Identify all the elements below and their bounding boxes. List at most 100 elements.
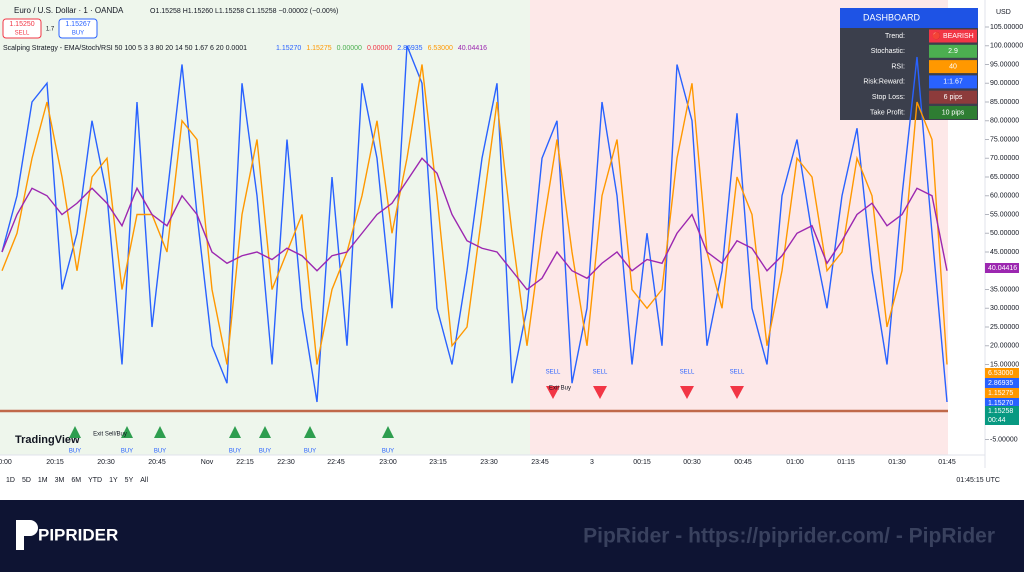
price-tag [985, 415, 1019, 425]
price-tag [985, 388, 1019, 398]
price-tag-text: 1.15270 [988, 400, 1013, 407]
range-button[interactable]: YTD [88, 477, 102, 484]
indicator-value: 2.86935 [397, 45, 422, 52]
x-label: 23:00 [379, 459, 397, 466]
y-tick-label: 105.00000 [990, 24, 1023, 31]
symbol: Euro / U.S. Dollar · 1 · OANDA [14, 6, 124, 15]
y-tick-label: 15.00000 [990, 361, 1019, 368]
y-tick-label: 55.00000 [990, 211, 1019, 218]
buy-triangle [154, 426, 166, 438]
buy-label: BUY [121, 449, 133, 455]
exit-label: Exit Buy [549, 386, 571, 392]
range-button[interactable]: 5Y [125, 477, 134, 484]
y-tick-label: 70.00000 [990, 155, 1019, 162]
dash-label: Take Profit: [870, 109, 905, 116]
dash-cell [929, 60, 977, 74]
dash-cell [929, 106, 977, 119]
range-button[interactable]: All [140, 477, 148, 484]
oscillator-line [1, 157, 948, 291]
x-label: 22:45 [327, 459, 345, 466]
x-label: 01:00 [786, 459, 804, 466]
y-tick-label: 30.00000 [990, 305, 1019, 312]
sell-triangle [546, 386, 560, 399]
price-tag-text: 2.86935 [988, 380, 1013, 387]
dash-label: Stochastic: [871, 48, 905, 55]
y-tick-label: 60.00000 [990, 193, 1019, 200]
dash-value: 6 pips [944, 94, 963, 101]
indicator-value: 0.00000 [367, 45, 392, 52]
price-tag [985, 378, 1019, 388]
price-tag-text: 1.15258 [988, 408, 1013, 415]
indicator-value: 1.15275 [306, 45, 331, 52]
watermark: PipRider - https://piprider.com/ - PipRi… [583, 525, 995, 548]
dash-value: 40 [949, 63, 957, 70]
x-label: 01:15 [837, 459, 855, 466]
y-tick-label: 90.00000 [990, 80, 1019, 87]
range-button[interactable]: 6M [71, 477, 81, 484]
x-label: 00:45 [734, 459, 752, 466]
dash-value: 10 pips [942, 109, 965, 116]
dashboard-title: DASHBOARD [863, 12, 921, 22]
dash-label: Risk:Reward: [863, 79, 905, 86]
logo: PIPRIDER [38, 525, 118, 544]
dash-cell [929, 44, 977, 58]
sell-label: SELL [15, 31, 30, 37]
buy-triangle [259, 426, 271, 438]
indicator-title: Scalping Strategy - EMA/Stoch/RSI 50 100… [3, 45, 247, 52]
range-button[interactable]: 1M [38, 477, 48, 484]
range-button[interactable]: 1Y [109, 477, 118, 484]
x-label: 0:00 [0, 459, 12, 466]
buy-triangle [229, 426, 241, 438]
buy-label: BUY [154, 449, 166, 455]
price-tag-text: 1.15275 [988, 390, 1013, 397]
x-label: 01:45 [938, 459, 956, 466]
x-label: Nov [201, 459, 214, 466]
buy-label: BUY [72, 31, 84, 37]
y-tick-label: 75.00000 [990, 136, 1019, 143]
price-tag [985, 406, 1019, 416]
buy-triangle [69, 426, 81, 438]
x-label: 23:45 [531, 459, 549, 466]
y-tick-label: 25.00000 [990, 324, 1019, 331]
sell-button[interactable] [2, 18, 42, 39]
y-tick-label: 95.00000 [990, 61, 1019, 68]
dash-cell [929, 29, 977, 43]
range-button[interactable]: 1D [6, 477, 15, 484]
dashboard-header [840, 8, 978, 28]
dash-label: Stop Loss: [872, 94, 905, 101]
buy-zone [0, 0, 530, 455]
x-label: 22:15 [236, 459, 254, 466]
indicator-value: 0.00000 [337, 45, 362, 52]
buy-label: BUY [304, 449, 316, 455]
y-tick-label: 80.00000 [990, 118, 1019, 125]
sell-label: SELL [593, 370, 608, 376]
range-button[interactable]: 5D [22, 477, 31, 484]
buy-triangle [304, 426, 316, 438]
indicator-value: 40.04416 [458, 45, 487, 52]
banner [0, 500, 1024, 572]
dash-value: 2.9 [948, 48, 958, 55]
y-tick-label: 45.00000 [990, 249, 1019, 256]
buy-triangle [382, 426, 394, 438]
y-tick-label: 35.00000 [990, 286, 1019, 293]
tv-logo: TradingView [15, 434, 80, 446]
indicator-value: 6.53000 [428, 45, 453, 52]
sell-label: SELL [546, 370, 561, 376]
price-tag [985, 263, 1019, 273]
y-tick-label: 50.00000 [990, 230, 1019, 237]
y-tick-label: -5.00000 [990, 436, 1018, 443]
dash-value: 1:1.67 [943, 79, 963, 86]
ohlc: O1.15258 H1.15260 L1.15258 C1.15258 −0.0… [150, 8, 338, 15]
sell-triangle [730, 386, 744, 399]
price-tag-text: 40.04416 [988, 265, 1017, 272]
buy-button[interactable] [58, 18, 98, 39]
range-button[interactable]: 3M [55, 477, 65, 484]
buy-price: 1.15267 [65, 21, 90, 28]
price-tag [985, 398, 1019, 408]
x-label: 01:30 [888, 459, 906, 466]
dash-cell [929, 75, 977, 89]
clock: 01:45:15 UTC [956, 477, 1000, 484]
currency: USD [996, 9, 1011, 16]
dash-value: 🔴 BEARISH [932, 31, 973, 40]
